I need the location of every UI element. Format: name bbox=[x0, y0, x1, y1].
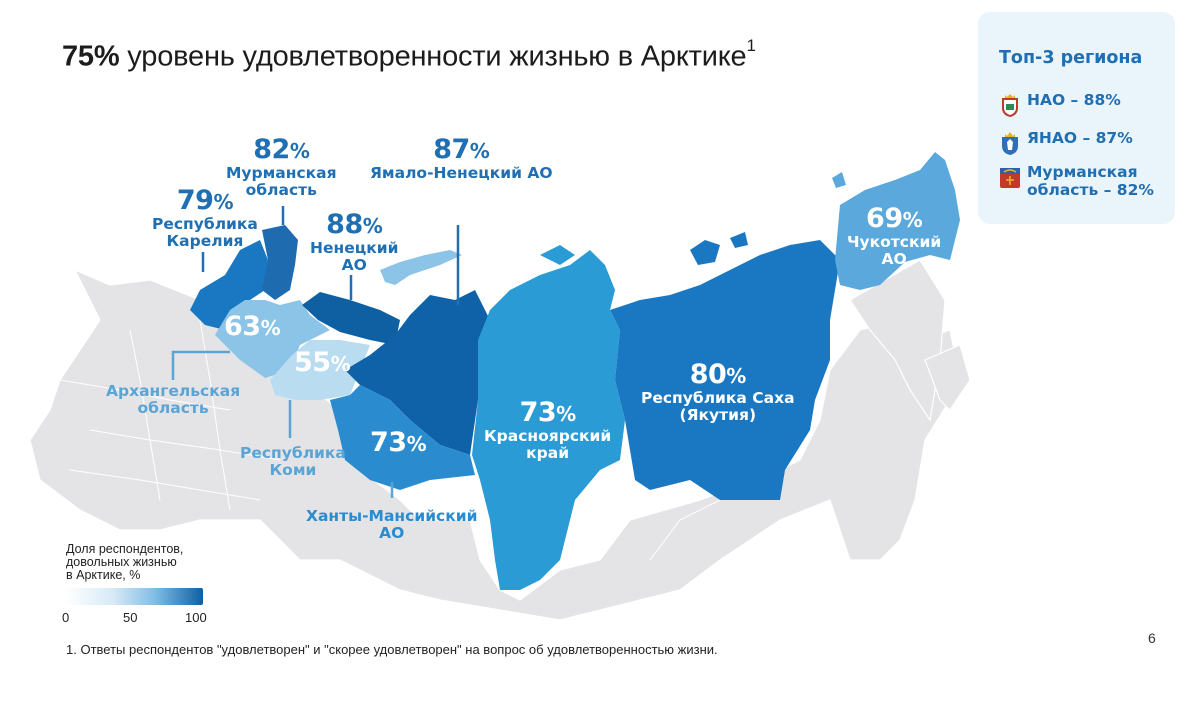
label-khanty-value: 73% bbox=[370, 427, 427, 458]
region-chukotka bbox=[835, 152, 960, 290]
top3-label-murmansk: Мурманская область – 82% bbox=[1027, 163, 1154, 199]
label-khanty-name: Ханты-Мансийский АО bbox=[306, 507, 478, 543]
top3-label-nao: НАО – 88% bbox=[1027, 91, 1121, 109]
label-karelia: 79% Республика Карелия bbox=[152, 185, 258, 250]
severnaya-zemlya bbox=[540, 245, 575, 265]
yanao-coat-of-arms-icon bbox=[1002, 132, 1018, 155]
region-karelia bbox=[190, 240, 268, 330]
murmansk-coat-of-arms-icon bbox=[1000, 168, 1020, 188]
top3-heading: Топ-3 региона bbox=[999, 48, 1143, 68]
label-arkhangelsk-name: Архангельская область bbox=[106, 382, 241, 418]
page-title: 75% уровень удовлетворенности жизнью в А… bbox=[62, 36, 756, 74]
region-sakha bbox=[610, 240, 840, 500]
region-yamal bbox=[345, 290, 490, 455]
label-murmansk: 82% Мурманская область bbox=[226, 134, 337, 199]
page-number: 6 bbox=[1148, 630, 1156, 646]
label-krasnoyarsk: 73% Красноярский край bbox=[484, 397, 612, 462]
title-highlight: 75% bbox=[62, 40, 120, 73]
title-footnote-ref: 1 bbox=[746, 36, 756, 55]
label-yamal: 87% Ямало-Ненецкий АО bbox=[370, 134, 553, 182]
top3-item-murmansk: Мурманская область – 82% bbox=[998, 163, 1154, 200]
region-komi bbox=[270, 340, 370, 400]
novaya-zemlya bbox=[380, 250, 462, 285]
label-komi-value: 55% bbox=[294, 347, 351, 378]
top3-item-nao: НАО – 88% bbox=[998, 91, 1121, 118]
footnote: 1. Ответы респондентов "удовлетворен" и … bbox=[66, 642, 718, 657]
new-siberian-islands bbox=[690, 240, 720, 265]
leader-lines-light bbox=[171, 350, 394, 498]
label-komi-name: Республика Коми bbox=[240, 444, 346, 480]
region-arkhangelsk bbox=[215, 300, 330, 378]
nao-coat-of-arms-icon bbox=[1002, 94, 1018, 117]
region-nenets bbox=[302, 292, 400, 345]
label-chukotka: 69% Чукотский АО bbox=[847, 203, 942, 268]
region-khanty bbox=[330, 385, 475, 490]
region-krasnoyarsk bbox=[472, 250, 625, 590]
leader-lines bbox=[201, 206, 460, 305]
region-murmansk bbox=[262, 225, 298, 300]
label-nenets: 88% Ненецкий АО bbox=[310, 209, 399, 274]
top3-item-yanao: ЯНАО – 87% bbox=[998, 129, 1133, 156]
region-borders bbox=[59, 319, 761, 571]
color-scale-legend: Доля респондентов, довольных жизнью в Ар… bbox=[62, 542, 226, 628]
non-arctic-land bbox=[29, 259, 971, 621]
title-text: уровень удовлетворенности жизнью в Аркти… bbox=[119, 40, 747, 73]
top3-panel: Топ-3 региона НАО – 88% ЯНАО – 87% Мурма… bbox=[978, 12, 1175, 224]
legend-ticks: 0 50 100 bbox=[62, 610, 207, 626]
label-sakha: 80% Республика Саха (Якутия) bbox=[641, 359, 795, 424]
label-arkhangelsk-value: 63% bbox=[224, 311, 281, 342]
legend-caption: Доля респондентов, довольных жизнью в Ар… bbox=[66, 542, 184, 583]
legend-gradient-bar bbox=[66, 588, 203, 606]
top3-label-yanao: ЯНАО – 87% bbox=[1027, 129, 1133, 147]
